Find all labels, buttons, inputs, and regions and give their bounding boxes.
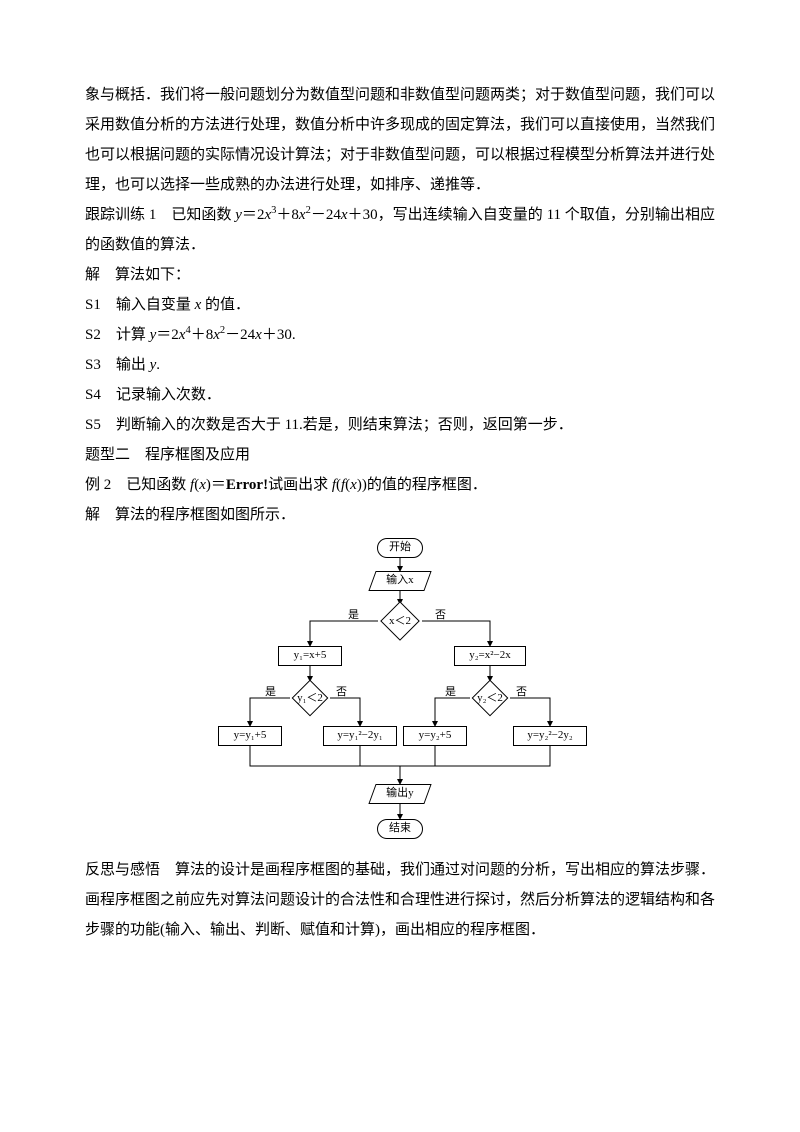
flow-cond-y1-lt-2: y₁＜2 bbox=[292, 680, 329, 717]
flow-input-x: 输入x bbox=[368, 571, 431, 591]
text: x＜2 bbox=[387, 608, 413, 634]
flow-result-3: y=y₂+5 bbox=[403, 726, 467, 746]
text: 的值． bbox=[201, 297, 250, 313]
example-2: 例 2 已知函数 f(x)＝Error!试画出求 f(f(x))的值的程序框图． bbox=[85, 470, 715, 500]
document-page: 象与概括．我们将一般问题划分为数值型问题和非数值型问题两类；对于数值型问题，我们… bbox=[0, 0, 800, 1132]
text: 输入x bbox=[386, 574, 414, 587]
label-yes: 是 bbox=[265, 681, 276, 703]
paragraph-continuation: 象与概括．我们将一般问题划分为数值型问题和非数值型问题两类；对于数值型问题，我们… bbox=[85, 80, 715, 200]
text: y=y₁+5 bbox=[234, 729, 267, 742]
text: y₁＜2 bbox=[298, 686, 322, 710]
text: 跟踪训练 1 已知函数 bbox=[85, 207, 235, 223]
var-y: y bbox=[235, 207, 242, 223]
text: y=y₁²−2y₁ bbox=[337, 729, 382, 742]
flowchart: 开始 输入x x＜2 是 否 y₁=x+5 y₂=x²−2x y₁＜2 是 否 … bbox=[210, 536, 590, 851]
flow-assign-y1: y₁=x+5 bbox=[278, 646, 342, 666]
label-yes: 是 bbox=[348, 604, 359, 626]
text: . bbox=[156, 357, 160, 373]
text: S3 输出 bbox=[85, 357, 150, 373]
var-x: x bbox=[299, 207, 306, 223]
flow-cond-y2-lt-2: y₂＜2 bbox=[472, 680, 509, 717]
var-x: x bbox=[255, 327, 262, 343]
var-x: x bbox=[199, 477, 206, 493]
text: 结束 bbox=[389, 822, 411, 835]
text: －24 bbox=[225, 327, 255, 343]
text: y=y₂+5 bbox=[419, 729, 452, 742]
error-text: Error! bbox=[226, 477, 268, 493]
solution-header: 解 算法如下： bbox=[85, 260, 715, 290]
text: S2 计算 bbox=[85, 327, 150, 343]
text: y₂＜2 bbox=[478, 686, 502, 710]
text: )＝ bbox=[206, 477, 226, 493]
solution-label: 解 算法的程序框图如图所示． bbox=[85, 500, 715, 530]
step-s2: S2 计算 y＝2x4＋8x2－24x＋30. bbox=[85, 320, 715, 350]
step-s1: S1 输入自变量 x 的值． bbox=[85, 290, 715, 320]
flowchart-container: 开始 输入x x＜2 是 否 y₁=x+5 y₂=x²−2x y₁＜2 是 否 … bbox=[85, 536, 715, 851]
var-x: x bbox=[213, 327, 220, 343]
text: 例 2 已知函数 bbox=[85, 477, 190, 493]
text: 开始 bbox=[389, 541, 411, 554]
text: －24 bbox=[311, 207, 341, 223]
flow-result-1: y=y₁+5 bbox=[218, 726, 282, 746]
text: y=y₂²−2y₂ bbox=[527, 729, 572, 742]
paragraph-reflection: 反思与感悟 算法的设计是画程序框图的基础，我们通过对问题的分析，写出相应的算法步… bbox=[85, 855, 715, 945]
text: 试画出求 bbox=[268, 477, 332, 493]
step-s5: S5 判断输入的次数是否大于 11.若是，则结束算法；否则，返回第一步． bbox=[85, 410, 715, 440]
text: ＋30. bbox=[262, 327, 296, 343]
label-no: 否 bbox=[336, 681, 347, 703]
flow-output-y: 输出y bbox=[368, 784, 431, 804]
step-s4: S4 记录输入次数． bbox=[85, 380, 715, 410]
flow-start: 开始 bbox=[377, 538, 423, 558]
text: y₁=x+5 bbox=[294, 649, 327, 662]
label-no: 否 bbox=[435, 604, 446, 626]
label-no: 否 bbox=[516, 681, 527, 703]
flow-cond-x-lt-2: x＜2 bbox=[380, 601, 420, 641]
var-x: x bbox=[341, 207, 348, 223]
flow-result-4: y=y₂²−2y₂ bbox=[513, 726, 587, 746]
text: ＝2 bbox=[242, 207, 265, 223]
text: ＝2 bbox=[156, 327, 179, 343]
flow-result-2: y=y₁²−2y₁ bbox=[323, 726, 397, 746]
flow-end: 结束 bbox=[377, 819, 423, 839]
label-yes: 是 bbox=[445, 681, 456, 703]
flow-assign-y2: y₂=x²−2x bbox=[454, 646, 526, 666]
text: y₂=x²−2x bbox=[469, 649, 511, 662]
step-s3: S3 输出 y. bbox=[85, 350, 715, 380]
topic-2-header: 题型二 程序框图及应用 bbox=[85, 440, 715, 470]
text: ))的值的程序框图． bbox=[357, 477, 487, 493]
text: ＋8 bbox=[191, 327, 214, 343]
text: S1 输入自变量 bbox=[85, 297, 195, 313]
text: 输出y bbox=[386, 787, 414, 800]
text: ＋8 bbox=[276, 207, 299, 223]
var-x: x bbox=[350, 477, 357, 493]
exercise-track1: 跟踪训练 1 已知函数 y＝2x3＋8x2－24x＋30，写出连续输入自变量的 … bbox=[85, 200, 715, 260]
